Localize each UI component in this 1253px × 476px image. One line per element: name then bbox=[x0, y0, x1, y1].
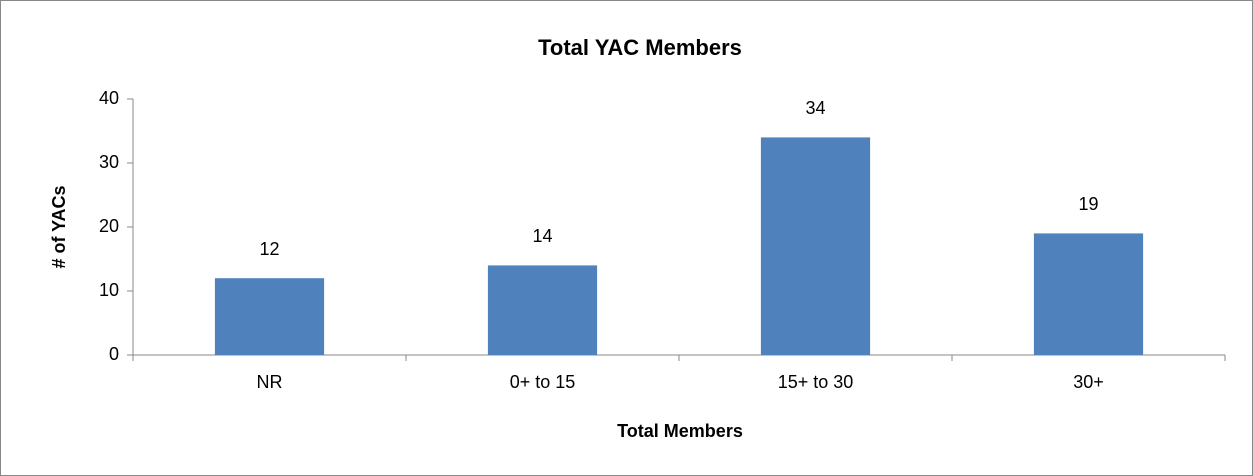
x-tick-label: NR bbox=[257, 372, 283, 392]
y-tick-label: 20 bbox=[99, 216, 119, 236]
data-label: 12 bbox=[259, 239, 279, 259]
x-axis-label: Total Members bbox=[617, 421, 743, 441]
x-tick-label: 0+ to 15 bbox=[510, 372, 576, 392]
bar bbox=[760, 137, 871, 355]
y-tick-label: 30 bbox=[99, 152, 119, 172]
y-tick-label: 40 bbox=[99, 88, 119, 108]
y-axis-label: # of YACs bbox=[49, 185, 69, 268]
chart-title: Total YAC Members bbox=[538, 35, 742, 60]
x-tick-label: 30+ bbox=[1073, 372, 1104, 392]
y-tick-label: 0 bbox=[109, 344, 119, 364]
bar bbox=[487, 265, 598, 355]
data-label: 14 bbox=[532, 226, 552, 246]
y-tick-label: 10 bbox=[99, 280, 119, 300]
data-label: 19 bbox=[1078, 194, 1098, 214]
bar bbox=[1033, 233, 1144, 355]
data-label: 34 bbox=[805, 98, 825, 118]
bar bbox=[214, 278, 325, 355]
x-tick-label: 15+ to 30 bbox=[778, 372, 854, 392]
